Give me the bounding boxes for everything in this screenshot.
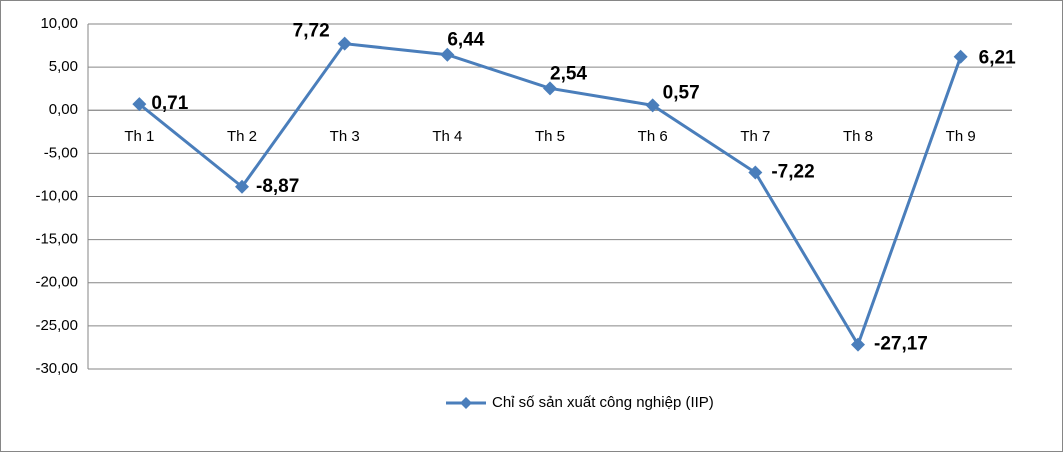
y-tick-label: 10,00 [40,15,78,32]
x-tick-label: Th 6 [638,128,668,145]
x-tick-label: Th 5 [535,128,565,145]
marker [953,49,968,64]
value-label: 0,71 [151,93,188,114]
value-label: -7,22 [771,162,814,183]
y-tick-label: 5,00 [49,58,78,75]
x-tick-label: Th 7 [740,128,770,145]
y-tick-label: -25,00 [35,317,78,334]
value-label: -8,87 [256,176,299,197]
legend-label: Chỉ số sản xuất công nghiệp (IIP) [492,394,714,411]
x-tick-label: Th 2 [227,128,257,145]
x-tick-label: Th 1 [124,128,154,145]
x-tick-label: Th 3 [330,128,360,145]
marker [543,81,557,96]
marker [235,179,249,194]
marker [748,165,763,180]
y-tick-label: 0,00 [49,101,78,118]
value-label: 7,72 [293,21,330,42]
legend-marker [460,397,472,409]
x-tick-label: Th 4 [432,128,462,145]
marker [440,47,455,62]
x-tick-label: Th 8 [843,128,873,145]
value-label: 0,57 [663,82,700,103]
marker [645,98,660,113]
value-label: 2,54 [550,63,587,84]
marker [337,36,352,51]
marker [132,97,147,112]
value-label: 6,21 [979,48,1016,69]
y-tick-label: -15,00 [35,231,78,248]
y-tick-label: -5,00 [44,144,78,161]
y-tick-label: -30,00 [35,360,78,377]
marker [851,337,865,352]
y-tick-label: -20,00 [35,274,78,291]
value-label: -27,17 [874,334,928,355]
x-tick-label: Th 9 [946,128,976,145]
value-label: 6,44 [447,30,484,51]
y-tick-label: -10,00 [35,187,78,204]
